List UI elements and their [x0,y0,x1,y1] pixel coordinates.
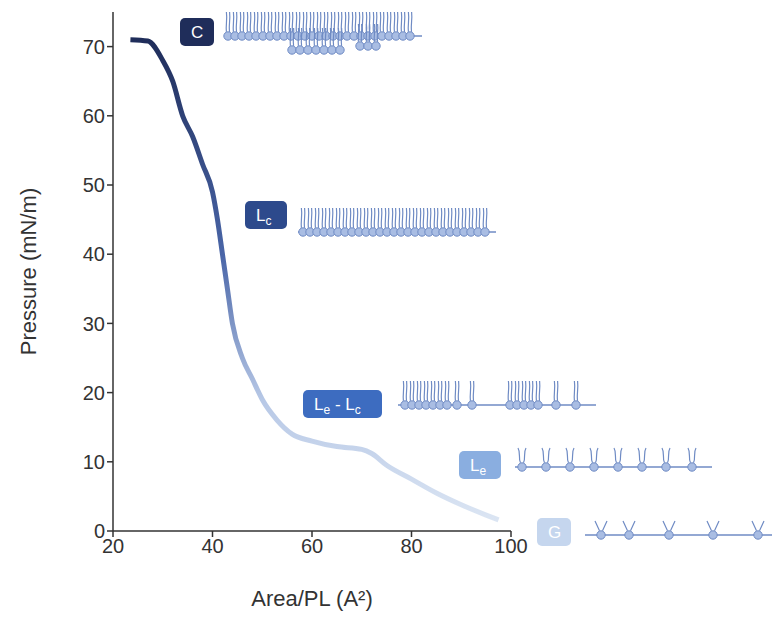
svg-text:60: 60 [83,105,105,127]
svg-text:Lc: Lc [256,206,271,228]
svg-text:G: G [548,523,561,542]
svg-text:10: 10 [83,451,105,473]
svg-text:80: 80 [400,535,422,557]
svg-text:70: 70 [83,36,105,58]
svg-text:60: 60 [301,535,323,557]
svg-text:Le - Lc: Le - Lc [314,395,361,417]
svg-text:40: 40 [83,243,105,265]
svg-text:50: 50 [83,174,105,196]
svg-text:Pressure (mN/m): Pressure (mN/m) [16,188,41,355]
svg-text:30: 30 [83,313,105,335]
svg-text:C: C [191,23,203,42]
svg-text:40: 40 [201,535,223,557]
svg-text:Area/PL (A²): Area/PL (A²) [251,586,372,611]
svg-text:20: 20 [102,535,124,557]
svg-text:20: 20 [83,382,105,404]
svg-text:0: 0 [94,520,105,542]
svg-text:100: 100 [494,535,527,557]
svg-text:Le: Le [470,456,486,478]
